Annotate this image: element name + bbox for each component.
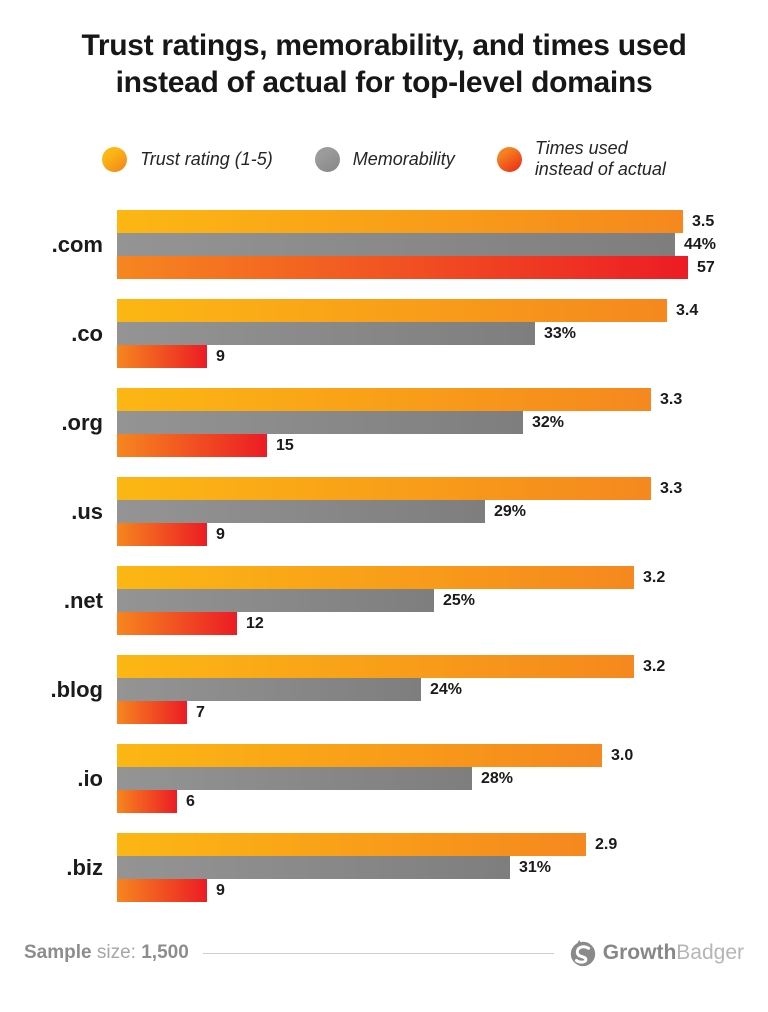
trust-legend-dot-icon [102,146,128,172]
trust-value-label: 3.5 [692,212,715,230]
memorability-value-label: 44% [684,235,717,253]
trust-bar [117,833,586,856]
category-label: .us [71,498,103,524]
memorability-legend-dot-icon [314,146,340,172]
legend: Trust rating (1-5) Memorability Times us… [0,137,768,181]
times-bar [117,790,177,813]
brand-bold: Growth [602,941,677,964]
memorability-bar [117,500,485,523]
category-label: .co [71,320,103,346]
memorability-value-label: 29% [494,502,527,520]
legend-item-times: Times used instead of actual [496,138,666,180]
times-value-label: 12 [246,614,264,632]
times-bar [117,701,187,724]
divider-line [202,952,554,954]
bar-group-com: .com 3.5 44% 57 [0,210,768,279]
trust-value-label: 3.0 [611,746,634,764]
trust-value-label: 3.2 [643,657,666,675]
growthbadger-logo: GrowthBadger [568,938,744,968]
times-bar [117,256,688,279]
chart-title-line2: instead of actual for top-level domains [115,66,653,99]
bar-group-net: .net 3.2 25% 12 [0,566,768,635]
times-bar [117,345,207,368]
memorability-value-label: 28% [481,769,514,787]
times-value-label: 9 [216,347,225,365]
times-bar [117,434,267,457]
memorability-value-label: 32% [532,413,565,431]
trust-bar [117,210,683,233]
times-value-label: 15 [276,436,294,454]
times-bar [117,612,237,635]
category-label: .biz [66,854,103,880]
sample-size-label: Sample size: 1,500 [24,942,189,964]
chart-title: Trust ratings, memorability, and times u… [0,0,768,101]
times-value-label: 9 [216,881,225,899]
category-label: .blog [50,676,103,702]
legend-item-memorability: Memorability [314,146,455,172]
memorability-bar [117,856,510,879]
bar-group-io: .io 3.0 28% 6 [0,744,768,813]
legend-item-trust: Trust rating (1-5) [102,146,273,172]
memorability-value-label: 31% [519,858,552,876]
times-bar [117,879,207,902]
times-value-label: 57 [697,258,715,276]
times-value-label: 7 [196,703,205,721]
memorability-bar [117,233,675,256]
growthbadger-wordmark: GrowthBadger [603,941,744,965]
trust-value-label: 3.3 [660,479,683,497]
trust-value-label: 3.2 [643,568,666,586]
size-word: size: [96,942,136,963]
times-value-label: 9 [216,525,225,543]
category-label: .net [63,587,103,613]
trust-value-label: 3.4 [676,301,699,319]
memorability-bar [117,678,421,701]
times-value-label: 6 [186,792,195,810]
bar-group-blog: .blog 3.2 24% 7 [0,655,768,724]
times-legend-dot-icon [496,146,522,172]
trust-value-label: 2.9 [595,835,618,853]
trust-bar [117,744,602,767]
legend-label-memorability: Memorability [352,148,455,169]
legend-label-trust: Trust rating (1-5) [140,148,273,169]
category-label: .io [77,765,103,791]
sample-value: 1,500 [141,942,189,963]
trust-value-label: 3.3 [660,390,683,408]
trust-bar [117,299,667,322]
memorability-bar [117,411,523,434]
memorability-bar [117,767,472,790]
bar-group-biz: .biz 2.9 31% 9 [0,833,768,902]
legend-label-times: Times used instead of actual [534,138,666,179]
brand-light: Badger [676,941,744,964]
bar-chart: .com 3.5 44% 57 .co 3.4 33% 9 .org 3.3 32% 15 .us 3.3… [0,210,768,902]
trust-bar [117,388,651,411]
chart-title-line1: Trust ratings, memorability, and times u… [81,29,687,62]
memorability-value-label: 33% [544,324,577,342]
growthbadger-badger-icon [570,939,595,967]
bar-group-org: .org 3.3 32% 15 [0,388,768,457]
category-label: .org [61,409,103,435]
footer: Sample size: 1,500 GrowthBadger [0,938,768,968]
sample-word: Sample [24,942,92,963]
trust-bar [117,477,651,500]
bar-group-co: .co 3.4 33% 9 [0,299,768,368]
category-label: .com [51,231,103,257]
trust-bar [117,655,634,678]
bar-group-us: .us 3.3 29% 9 [0,477,768,546]
times-bar [117,523,207,546]
memorability-bar [117,589,434,612]
trust-bar [117,566,634,589]
memorability-value-label: 24% [430,680,463,698]
memorability-bar [117,322,535,345]
memorability-value-label: 25% [443,591,476,609]
